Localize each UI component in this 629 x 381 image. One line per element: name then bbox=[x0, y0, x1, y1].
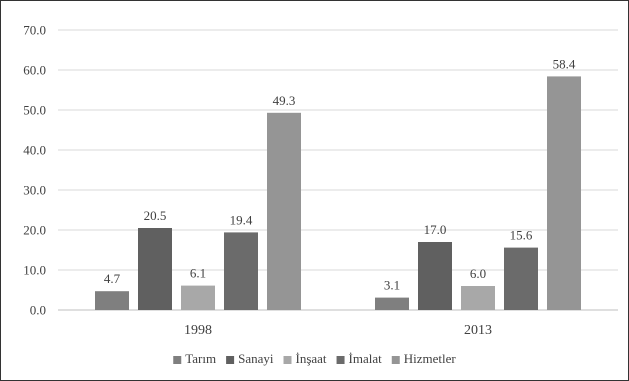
legend-item: Tarım bbox=[173, 351, 216, 366]
y-tick-label: 20.0 bbox=[23, 223, 46, 238]
y-tick-label: 0.0 bbox=[30, 303, 46, 318]
bar-İmalat-2013 bbox=[504, 247, 538, 310]
y-tick-label: 30.0 bbox=[23, 183, 46, 198]
data-label: 15.6 bbox=[510, 228, 533, 243]
data-label: 3.1 bbox=[384, 278, 400, 293]
data-label: 49.3 bbox=[273, 93, 296, 108]
x-category-label: 2013 bbox=[464, 323, 492, 338]
data-label: 19.4 bbox=[230, 212, 253, 227]
data-label: 6.0 bbox=[470, 266, 486, 281]
legend-label: Sanayi bbox=[238, 351, 274, 366]
legend-label: Tarım bbox=[185, 351, 216, 366]
legend-label: Hizmetler bbox=[404, 351, 457, 366]
bar-Hizmetler-1998 bbox=[267, 112, 301, 310]
data-label: 17.0 bbox=[424, 222, 447, 237]
y-axis: 0.0 10.0 20.0 30.0 40.0 50.0 60.0 70.0 bbox=[23, 23, 46, 318]
legend-swatch bbox=[391, 356, 400, 364]
y-tick-label: 50.0 bbox=[23, 103, 46, 118]
bar-İnşaat-2013 bbox=[461, 286, 495, 310]
legend-swatch bbox=[173, 356, 182, 364]
data-label: 58.4 bbox=[553, 56, 576, 71]
y-tick-label: 60.0 bbox=[23, 63, 46, 78]
bar-Sanayi-1998 bbox=[138, 228, 172, 310]
bar-Hizmetler-2013 bbox=[547, 76, 581, 311]
legend-item: İmalat bbox=[336, 351, 383, 366]
data-label: 6.1 bbox=[190, 266, 206, 281]
bar-İnşaat-1998 bbox=[181, 285, 215, 310]
x-axis: 1998 2013 bbox=[184, 323, 492, 338]
bar-Tarım-1998 bbox=[95, 291, 129, 310]
legend-swatch bbox=[336, 356, 345, 364]
legend: Tarım Sanayi İnşaat İmalat Hizmetler bbox=[173, 351, 456, 366]
legend-swatch bbox=[283, 356, 292, 364]
y-tick-label: 10.0 bbox=[23, 263, 46, 278]
y-tick-label: 40.0 bbox=[23, 143, 46, 158]
legend-item: Hizmetler bbox=[391, 351, 457, 366]
bar-İmalat-1998 bbox=[224, 232, 258, 310]
legend-swatch bbox=[226, 356, 235, 364]
data-label: 20.5 bbox=[144, 208, 167, 223]
x-category-label: 1998 bbox=[184, 323, 212, 338]
bar-Tarım-2013 bbox=[375, 297, 409, 310]
bar-Sanayi-2013 bbox=[418, 242, 452, 310]
legend-item: Sanayi bbox=[226, 351, 274, 366]
bars bbox=[95, 76, 581, 311]
data-label: 4.7 bbox=[104, 271, 121, 286]
legend-label: İnşaat bbox=[296, 351, 327, 366]
data-labels: 4.7 20.5 6.1 19.4 49.3 3.1 17.0 6.0 15.6 58.4 bbox=[104, 56, 576, 292]
legend-item: İnşaat bbox=[283, 351, 327, 366]
y-tick-label: 70.0 bbox=[23, 23, 46, 38]
legend-label: İmalat bbox=[349, 351, 383, 366]
